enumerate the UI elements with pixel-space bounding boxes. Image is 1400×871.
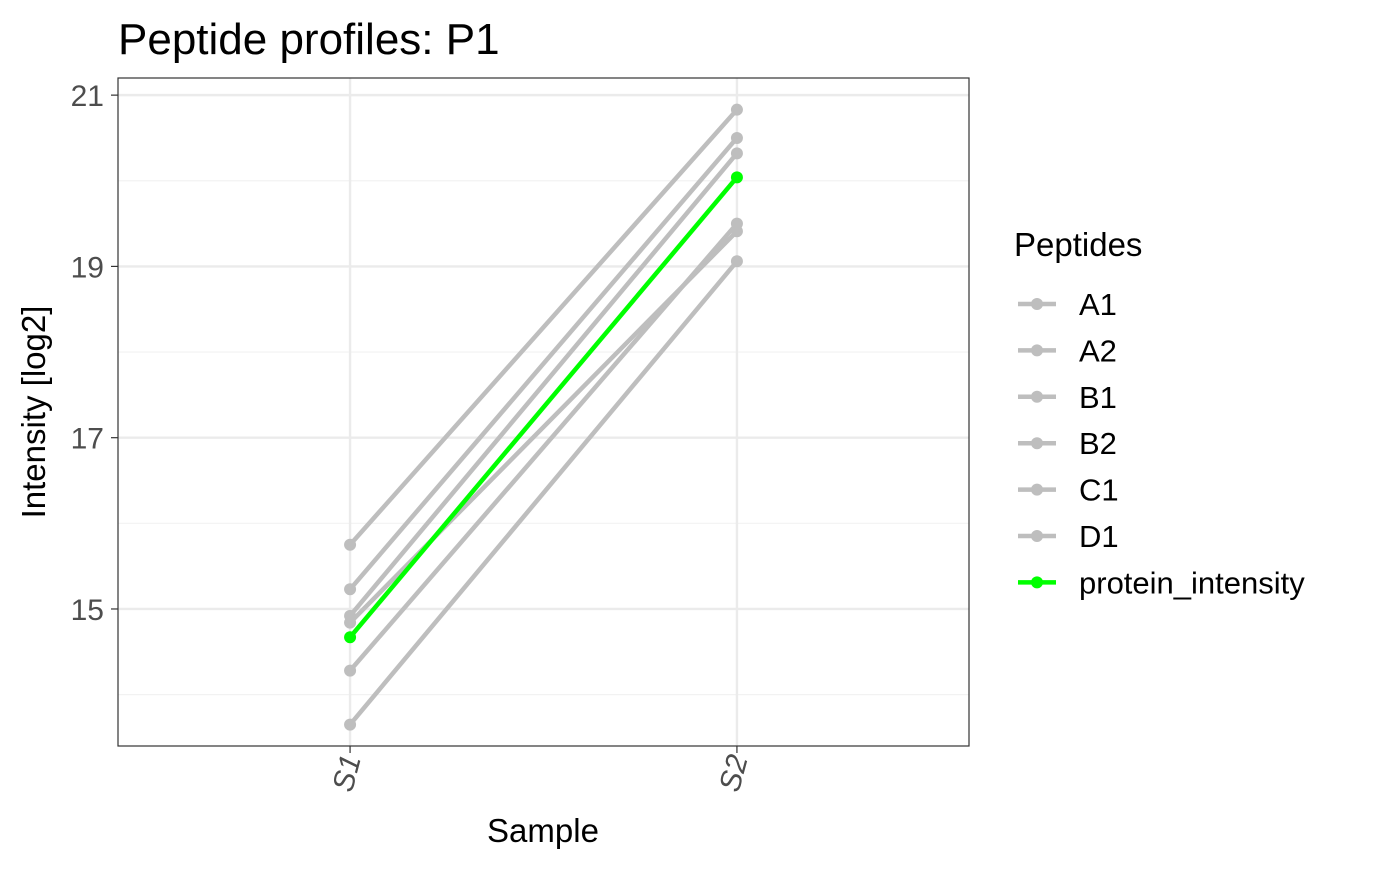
y-tick-label: 19 [71,251,104,284]
series-A1 [344,103,743,551]
series-D1 [344,255,743,731]
data-point [344,616,357,629]
series-line [348,259,739,727]
data-point [730,147,743,160]
legend-key-point [1031,530,1043,542]
legend-item-A1: A1 [1018,287,1117,322]
legend-item-A2: A2 [1018,333,1117,368]
series-line [348,151,739,618]
legend-item-C1: C1 [1018,473,1119,508]
legend-title: Peptides [1014,226,1142,263]
plot-background [118,78,969,746]
data-point [344,538,357,551]
plot-area [117,77,970,747]
legend-label: D1 [1079,519,1119,554]
legend-key-point [1031,344,1043,357]
legend-item-D1: D1 [1018,519,1119,554]
legend-item-B2: B2 [1018,426,1117,461]
data-point [730,171,743,184]
legend-item-B1: B1 [1018,380,1117,415]
legend: Peptides A1 A2 B1 B2 C1 D1 protein_intensity [1014,226,1305,600]
data-point [344,664,357,677]
legend-label: protein_intensity [1079,565,1305,600]
data-point [344,718,357,731]
legend-label: C1 [1079,473,1119,508]
legend-label: B1 [1079,380,1117,415]
legend-key-point [1031,576,1043,589]
series-C1 [344,217,743,677]
y-tick-label: 17 [71,423,104,456]
axes: 15 17 19 21 S1 S2 [71,80,755,795]
legend-key-point [1031,437,1043,450]
y-tick-label: 21 [71,80,104,113]
data-point [730,217,743,230]
legend-label: B2 [1079,426,1117,461]
series-line [348,108,739,547]
x-axis-title: Sample [487,812,599,849]
x-tick-label: S1 [326,751,367,795]
series-line [348,222,739,673]
data-point [730,131,743,144]
series-line [348,175,739,639]
x-tick-label: S2 [713,751,754,795]
legend-label: A2 [1079,333,1117,368]
legend-label: A1 [1079,287,1117,322]
series-protein_intensity [344,171,743,644]
data-point [730,255,743,268]
chart-title: Peptide profiles: P1 [118,15,500,64]
y-tick-label: 15 [71,594,104,627]
y-axis-title: Intensity [log2] [15,306,52,519]
data-point [344,631,357,644]
series-line [348,136,739,591]
legend-key-point [1031,483,1043,496]
series-A2 [344,131,743,596]
plot-border [117,77,970,747]
legend-key-point [1031,390,1043,403]
legend-item-protein_intensity: protein_intensity [1018,565,1305,600]
data-point [730,103,743,116]
data-point [344,583,357,596]
legend-key-point [1031,298,1043,310]
